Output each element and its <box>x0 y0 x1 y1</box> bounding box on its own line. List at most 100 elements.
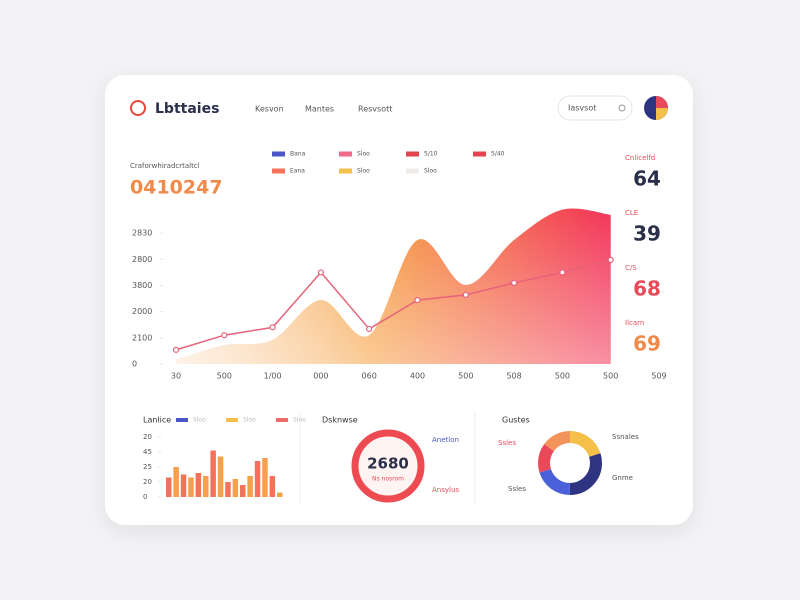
panel-title: Lanlice <box>143 416 171 425</box>
x-tick-label: 1/00 <box>264 372 282 381</box>
donut-label: Gnme <box>612 474 633 482</box>
panel-title: Dsknwse <box>322 416 358 425</box>
y-tick-label: 0 <box>143 493 147 501</box>
y-tick-label: 45 <box>143 448 152 456</box>
search-text: Iasvsot <box>568 104 596 113</box>
legend-swatch <box>339 168 352 174</box>
legend-swatch <box>473 151 486 157</box>
line-point <box>559 269 566 276</box>
bar <box>269 476 276 497</box>
y-tick-label: 25 <box>143 463 152 471</box>
bar <box>217 456 224 497</box>
line-point <box>269 324 276 331</box>
avatar-part <box>656 108 668 120</box>
nav-item[interactable]: Mantes <box>305 105 334 114</box>
gauge-value: 2680 <box>367 455 409 473</box>
legend-label: Sloo <box>243 417 256 424</box>
x-tick-label: 500 <box>555 372 570 381</box>
line-point <box>462 291 469 299</box>
y-tick-label: 2100 <box>132 333 152 342</box>
gauge-label: Anetlon <box>432 436 459 444</box>
stat-label: Ilcarn <box>625 319 644 327</box>
brand: Lbttaies <box>155 101 219 117</box>
area-sheen <box>176 208 611 364</box>
bar <box>203 476 209 497</box>
legend-label: 5/10 <box>424 151 438 158</box>
legend-swatch <box>272 168 285 174</box>
avatar-part <box>656 96 668 108</box>
legend-swatch <box>226 418 238 422</box>
stat-value: 68 <box>633 277 661 301</box>
y-tick-label: 2830 <box>132 229 152 238</box>
y-tick-label: 20 <box>143 478 152 486</box>
bar <box>262 458 268 497</box>
stat-label: Cnlicelfd <box>625 154 655 162</box>
legend-label: Eana <box>290 168 305 175</box>
stat-label: CLE <box>625 209 638 217</box>
nav-item[interactable]: Resvsott <box>358 105 392 114</box>
donut-label: Ssles <box>508 485 526 493</box>
donut-segment <box>538 431 602 495</box>
legend-label: Bana <box>290 151 306 158</box>
y-tick-label: 2000 <box>132 307 152 316</box>
search-icon <box>618 104 626 112</box>
line-point <box>366 325 373 333</box>
bar <box>240 485 246 497</box>
x-tick-label: 500 <box>458 372 473 381</box>
line-point <box>317 269 324 276</box>
bar <box>210 450 216 497</box>
legend-swatch <box>406 168 419 174</box>
legend-label: Sloo <box>357 151 370 158</box>
line-point <box>414 297 421 304</box>
panel-title: Gustes <box>502 416 530 425</box>
summary-value: 0410247 <box>130 177 223 199</box>
search[interactable] <box>557 95 633 121</box>
legend-swatch <box>339 151 352 157</box>
logo <box>130 100 146 116</box>
donut-label: Ssles <box>498 439 516 447</box>
line <box>175 259 611 351</box>
legend-label: 5/40 <box>491 151 505 158</box>
bar <box>232 479 239 497</box>
legend-swatch <box>176 418 188 422</box>
legend-swatch <box>272 151 285 157</box>
line-point <box>607 256 614 263</box>
stat-value: 64 <box>633 167 661 191</box>
bar <box>180 474 187 497</box>
x-tick-label: 509 <box>651 372 666 381</box>
legend-label: Sloo <box>293 417 306 424</box>
legend-label: Sloo <box>357 168 370 175</box>
donut-segment <box>538 431 602 495</box>
stat-label: C/S <box>625 264 637 272</box>
x-tick-label: 060 <box>362 372 377 381</box>
donut-label: Ssnales <box>612 433 639 441</box>
line-point <box>172 346 180 353</box>
x-tick-label: 500 <box>217 372 232 381</box>
legend-label: Sloo <box>424 168 437 175</box>
x-tick-label: 30 <box>171 372 181 381</box>
bar <box>225 482 231 497</box>
bar <box>277 492 283 497</box>
x-tick-label: 400 <box>410 372 425 381</box>
bar <box>247 476 253 497</box>
summary-label: Craforwhiradcrtaltcl <box>130 162 200 170</box>
legend-label: Sloo <box>193 417 206 424</box>
gauge-label: Ansylus <box>432 486 459 494</box>
nav-item[interactable]: Kesvon <box>255 105 284 114</box>
y-tick-label: 0 <box>132 360 137 369</box>
bar <box>166 477 172 497</box>
bar <box>195 473 202 497</box>
x-tick-label: 508 <box>506 372 521 381</box>
donut-segment <box>538 431 602 495</box>
bar <box>254 461 261 497</box>
bar <box>188 477 194 497</box>
line-point <box>510 279 518 286</box>
gauge-ring <box>351 429 425 503</box>
stat-value: 69 <box>633 332 661 356</box>
legend-swatch <box>276 418 288 422</box>
stat-value: 39 <box>633 222 661 246</box>
legend-swatch <box>406 151 419 157</box>
gauge-caption: Ns nosrom <box>372 476 404 483</box>
line-point <box>221 332 228 339</box>
